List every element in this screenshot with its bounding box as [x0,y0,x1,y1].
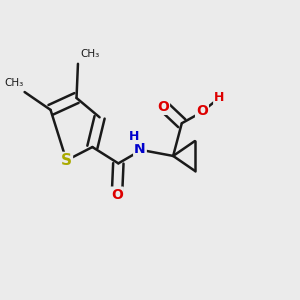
Text: CH₃: CH₃ [81,49,100,59]
Text: H: H [214,92,224,104]
Text: O: O [157,100,169,114]
Text: H: H [129,130,140,143]
Text: S: S [61,153,72,168]
Text: O: O [196,104,208,118]
Text: CH₃: CH₃ [4,78,23,88]
Text: N: N [134,142,146,155]
Text: O: O [111,188,123,202]
